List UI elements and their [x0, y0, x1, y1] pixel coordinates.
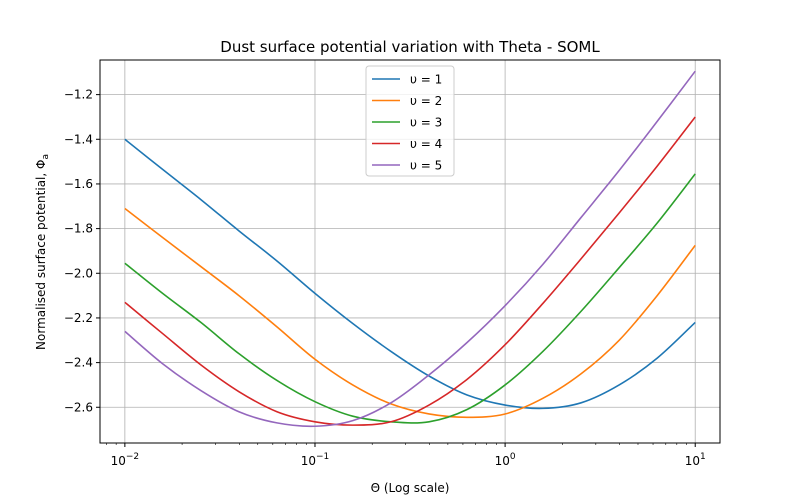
y-tick-label: −2.6: [64, 400, 93, 414]
x-tick-label-exponent: −2: [126, 452, 139, 462]
y-tick-label: −2.0: [64, 266, 93, 280]
legend-box: [365, 65, 455, 177]
legend-label: υ = 1: [410, 73, 442, 87]
y-tick-label: −1.4: [64, 132, 93, 146]
chart-title: Dust surface potential variation with Th…: [220, 38, 600, 56]
legend-label: υ = 5: [410, 159, 442, 173]
x-tick-label-base: 10: [495, 454, 510, 468]
y-axis-label: Normalised surface potential, Φa: [34, 154, 51, 350]
x-tick-label: 100: [495, 452, 516, 468]
x-tick-label-base: 10: [301, 454, 316, 468]
series-line: [124, 138, 696, 410]
x-axis-ticks: 10−2 10−1 100 101: [106, 443, 706, 468]
y-tick-label: −2.4: [64, 356, 93, 370]
x-tick-label: 101: [685, 452, 706, 468]
series-line: [124, 116, 696, 426]
y-axis-label-subscript: a: [41, 154, 51, 160]
plot-frame: [99, 59, 721, 444]
series-line: [124, 173, 696, 424]
x-tick-label-exponent: 1: [700, 452, 706, 462]
legend-label: υ = 2: [410, 94, 442, 108]
series-line: [124, 70, 696, 428]
series-group: [124, 70, 696, 428]
legend-label: υ = 3: [410, 116, 442, 130]
x-tick-label-exponent: −1: [316, 452, 329, 462]
x-axis-label: Θ (Log scale): [371, 481, 450, 495]
y-tick-label: −2.2: [64, 311, 93, 325]
y-tick-label: −1.6: [64, 177, 93, 191]
x-tick-label-base: 10: [685, 454, 700, 468]
y-axis-label-main: Normalised surface potential, Φ: [34, 160, 48, 350]
y-tick-label: −1.2: [64, 88, 93, 102]
legend-label: υ = 4: [410, 137, 442, 151]
series-line: [124, 207, 696, 419]
x-tick-label: 10−1: [301, 452, 330, 468]
x-tick-label-exponent: 0: [510, 452, 516, 462]
x-tick-label-base: 10: [111, 454, 126, 468]
y-axis-ticks: −1.2 −1.4 −1.6 −1.8 −2.0 −2.2 −2.4 −2.6: [64, 88, 100, 414]
legend: υ = 1 υ = 2 υ = 3 υ = 4 υ = 5: [365, 65, 455, 177]
y-tick-label: −1.8: [64, 222, 93, 236]
x-tick-label: 10−2: [111, 452, 140, 468]
